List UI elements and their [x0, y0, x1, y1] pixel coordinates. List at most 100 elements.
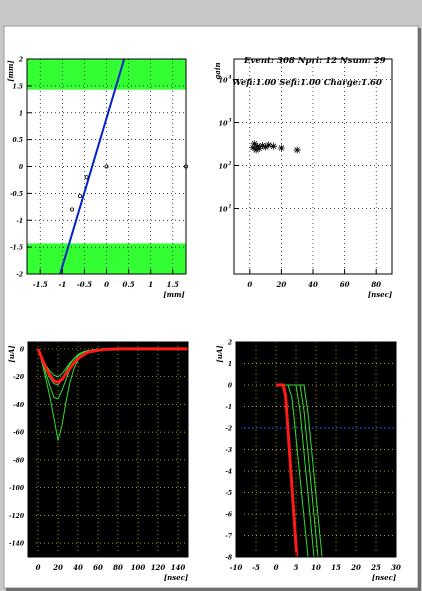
x-tick-label: 0 — [104, 280, 109, 289]
y-tick-label: -6 — [225, 512, 232, 519]
y-tick-label: 10 — [218, 163, 228, 171]
gain-plot-subtitle: Wefi:1.00 Sefi:1.00 Charge:1.60 — [232, 78, 382, 88]
x-tick-label: 60 — [93, 563, 103, 572]
acceptance-band — [27, 59, 186, 90]
y-tick-exponent: 4 — [228, 75, 231, 81]
y-tick-label: -0.5 — [10, 191, 23, 198]
y-tick-label: 1 — [228, 361, 232, 368]
gain-point — [265, 141, 273, 149]
y-axis-label: [uA] — [215, 345, 224, 363]
pulse-curve — [276, 384, 323, 558]
y-axis-label: gain — [213, 62, 222, 79]
y-tick-label: 0.5 — [13, 137, 23, 144]
acceptance-band — [27, 243, 186, 274]
x-axis-label: [mm] — [163, 290, 185, 299]
y-tick-label: -40 — [13, 402, 25, 409]
y-tick-label: -80 — [13, 457, 25, 464]
x-tick-label: 0 — [36, 563, 41, 572]
x-tick-label: 15 — [331, 563, 341, 572]
x-tick-label: -1.5 — [33, 280, 48, 289]
x-axis-label: [nsec] — [164, 573, 189, 582]
x-tick-label: 30 — [391, 563, 401, 572]
y-tick-label: 0 — [20, 346, 25, 353]
y-tick-label: 10 — [218, 120, 228, 128]
gain-point — [270, 142, 277, 150]
hit-point — [104, 164, 109, 169]
y-tick-label: -5 — [225, 490, 232, 497]
y-tick-label: -4 — [225, 469, 232, 476]
x-tick-label: 1.5 — [167, 280, 179, 289]
y-tick-label: -140 — [9, 541, 25, 548]
canvas-pad-shadow-bottom — [6, 588, 421, 591]
plot-area — [234, 59, 392, 274]
x-tick-label: -0.5 — [77, 280, 92, 289]
pulse-current-plot: 0 20 40 60 80 100 120 140 -140 -120 -100 -80 -60 -40 -… — [7, 341, 189, 582]
y-tick-label: -20 — [13, 374, 25, 381]
y-tick-exponent: 2 — [227, 161, 231, 167]
y-tick-label: -1 — [16, 218, 23, 225]
x-tick-label: -10 — [230, 563, 243, 572]
x-tick-label: 20 — [276, 280, 287, 289]
x-tick-label: 60 — [340, 280, 350, 289]
x-axis-label: [nsec] — [368, 290, 393, 299]
pulse-fit-curve — [36, 347, 188, 384]
x-tick-label: 0 — [247, 280, 252, 289]
x-tick-label: 10 — [311, 563, 321, 572]
x-tick-label: 20 — [350, 563, 361, 572]
hit-point — [78, 194, 83, 199]
track-fit-line — [59, 58, 126, 275]
gain-point — [262, 143, 270, 151]
y-tick-label: 0 — [228, 383, 233, 390]
y-tick-exponent: 3 — [228, 118, 231, 124]
gain-point — [249, 144, 257, 152]
x-tick-label: 100 — [131, 563, 146, 572]
hit-point — [70, 207, 75, 212]
y-tick-label: -3 — [225, 447, 232, 454]
x-tick-label: 1 — [148, 280, 153, 289]
x-tick-label: 40 — [308, 280, 318, 289]
track-fit-plot: -1.5 -1 -0.5 0 0.5 1 1.5-2-1.5-1-0.500.511.52[… — [6, 57, 188, 299]
x-tick-label: 40 — [73, 563, 83, 572]
pulse-zoom-plot: -10 -5 0 5 10 15 20 25 30-8-7-6-5-4-3-2-1012[nse… — [215, 340, 401, 583]
y-tick-label: 0 — [19, 164, 24, 171]
y-tick-label: -7 — [225, 533, 232, 540]
x-tick-label: 0 — [274, 563, 279, 572]
x-tick-label: 25 — [370, 563, 381, 572]
y-tick-label: 2 — [18, 57, 23, 64]
y-tick-label: -120 — [9, 513, 25, 520]
x-tick-label: 5 — [294, 563, 299, 572]
canvas-pad-shadow — [418, 28, 421, 590]
gain-point — [293, 146, 301, 154]
x-tick-label: -1 — [58, 280, 66, 289]
gain-point — [251, 140, 259, 148]
y-axis-label: [mm] — [6, 60, 15, 82]
y-tick-label: 10 — [218, 206, 228, 214]
gain-point — [258, 142, 266, 150]
y-tick-label: 1 — [19, 110, 23, 117]
x-tick-label: 120 — [151, 563, 166, 572]
y-tick-label: -8 — [225, 555, 232, 562]
y-tick-label: 1.5 — [13, 83, 23, 90]
y-tick-label: -2 — [225, 426, 232, 433]
gain-plot-title: Event: 308 Npri: 12 Nsum: 29 — [243, 56, 386, 66]
x-tick-label: -5 — [252, 563, 260, 572]
plot-frame — [27, 341, 189, 558]
gain-point — [277, 144, 285, 152]
x-tick-label: 80 — [371, 280, 381, 289]
y-tick-label: -2 — [16, 272, 23, 279]
y-tick-label: 2 — [227, 340, 232, 347]
hit-point — [84, 175, 89, 180]
y-tick-label: 10 — [218, 77, 228, 85]
y-tick-label: -60 — [13, 430, 25, 437]
plot-area — [28, 342, 188, 557]
x-axis-label: [nsec] — [372, 573, 397, 582]
y-tick-exponent: 1 — [228, 204, 231, 210]
x-tick-label: 80 — [113, 563, 123, 572]
pulse-fit-curve — [276, 383, 299, 558]
x-tick-label: 20 — [52, 563, 63, 572]
x-tick-label: 140 — [171, 563, 186, 572]
gain-point — [255, 144, 263, 152]
y-tick-label: -100 — [9, 485, 25, 492]
